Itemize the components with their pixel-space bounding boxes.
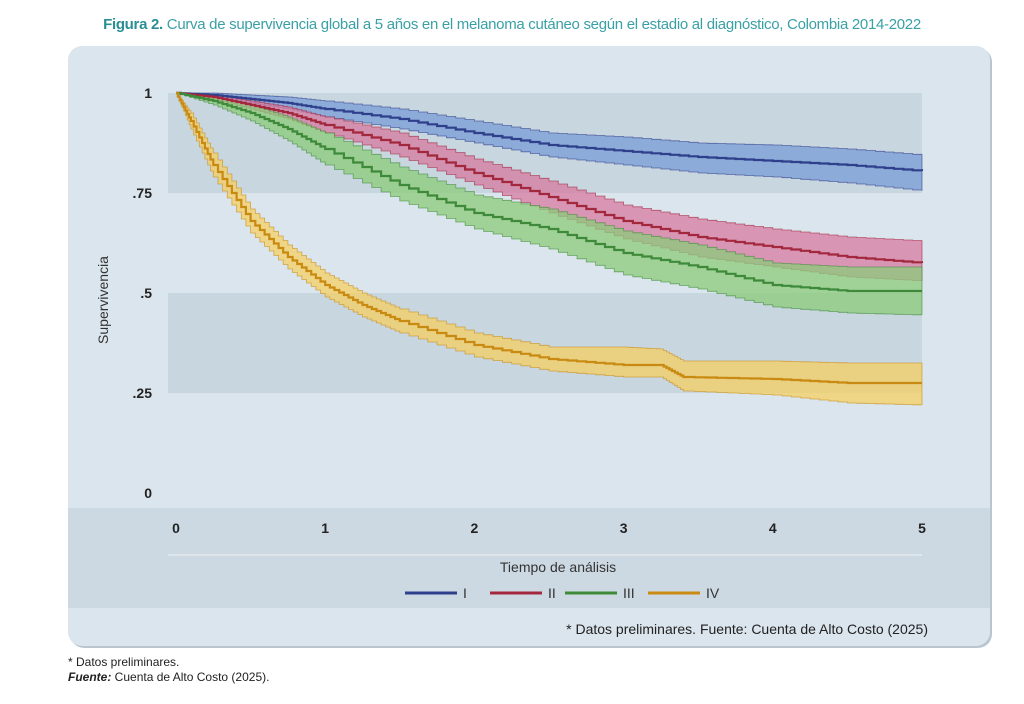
x-tick-label: 0 — [172, 520, 180, 536]
ci-band-III — [176, 92, 923, 316]
x-tick-labels: 0 1 2 3 4 5 — [172, 520, 926, 536]
y-tick-label: .5 — [140, 285, 152, 301]
y-tick-label: .75 — [133, 185, 153, 201]
ci-band-IV — [176, 92, 923, 406]
y-tick-labels: 0 .25 .5 .75 1 — [133, 85, 153, 501]
note-source: Fuente: Cuenta de Alto Costo (2025). — [68, 670, 269, 685]
legend-label-I: I — [463, 585, 467, 601]
x-tick-label: 2 — [471, 520, 479, 536]
line-series-IV — [176, 91, 922, 385]
x-tick-label: 1 — [321, 520, 329, 536]
x-axis-strip — [68, 508, 990, 608]
chart-footnote: * Datos preliminares. Fuente: Cuenta de … — [566, 621, 928, 637]
note-preliminary: * Datos preliminares. — [68, 655, 180, 669]
x-tick-label: 5 — [918, 520, 926, 536]
y-axis-label: Supervivencia — [95, 256, 111, 344]
y-tick-label: .25 — [133, 385, 153, 401]
legend-label-II: II — [548, 585, 556, 601]
y-tick-label: 1 — [144, 85, 152, 101]
figure-label: Figura 2. — [103, 16, 163, 33]
note-source-text: Cuenta de Alto Costo (2025). — [111, 670, 270, 684]
confidence-bands — [176, 92, 923, 406]
legend: I II III IV — [405, 585, 720, 601]
survival-lines — [176, 91, 924, 385]
line-series-III — [176, 91, 922, 293]
line-series-I — [176, 91, 924, 172]
note-source-label: Fuente: — [68, 670, 112, 684]
figure-title-text: Curva de supervivencia global a 5 años e… — [166, 16, 921, 33]
x-tick-label: 3 — [620, 520, 628, 536]
x-tick-label: 4 — [769, 520, 777, 536]
figure-notes: * Datos preliminares. Fuente: Cuenta de … — [68, 655, 269, 685]
figure-title: Figura 2. Curva de supervivencia global … — [0, 16, 1024, 33]
y-tick-label: 0 — [144, 485, 152, 501]
line-series-II — [176, 91, 924, 264]
legend-label-III: III — [623, 585, 635, 601]
x-axis-label: Tiempo de análisis — [500, 559, 616, 575]
legend-label-IV: IV — [706, 585, 720, 601]
